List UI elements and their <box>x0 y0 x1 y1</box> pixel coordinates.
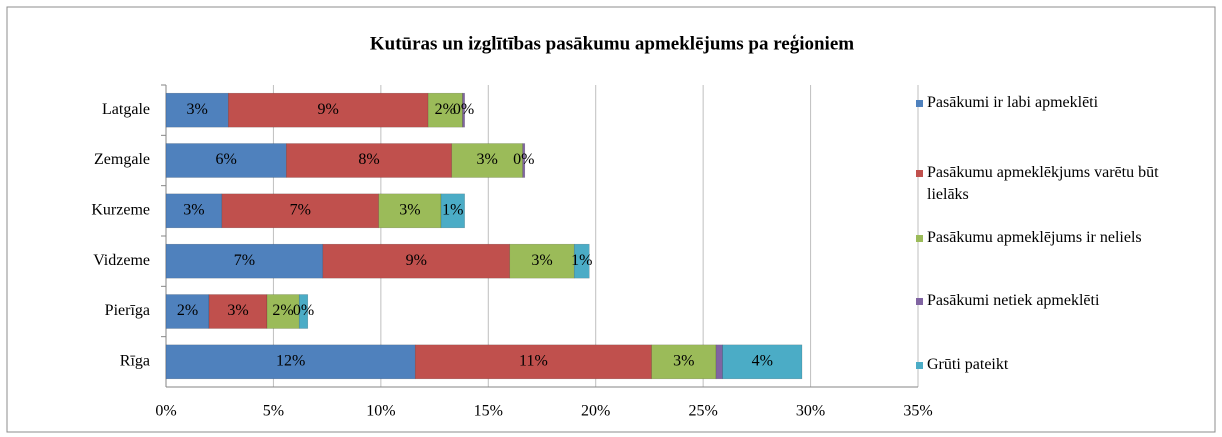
x-tick-label: 20% <box>581 403 610 420</box>
bar-segment <box>165 344 416 380</box>
data-label: 3% <box>399 202 420 219</box>
data-label: 3% <box>183 202 204 219</box>
x-tick-label: 0% <box>155 403 176 420</box>
bar-segment <box>298 294 309 329</box>
data-label: 3% <box>531 252 552 269</box>
data-label: 1% <box>442 202 463 219</box>
y-tick-label: Rīga <box>120 353 150 370</box>
bar-segment <box>509 243 575 279</box>
data-label: 3% <box>673 353 694 370</box>
data-label: 9% <box>318 101 339 118</box>
x-tick-label: 15% <box>474 403 503 420</box>
data-label: 3% <box>477 151 498 168</box>
data-label: 2% <box>272 302 293 319</box>
legend-item: Pasākumu apmeklējums ir neliels <box>916 227 1206 249</box>
bar-segment <box>208 294 268 329</box>
bar-segment <box>573 243 590 279</box>
data-label: 7% <box>290 202 311 219</box>
x-tick-label: 30% <box>796 403 825 420</box>
data-label: 3% <box>227 302 248 319</box>
data-label: 1% <box>571 252 592 269</box>
data-label: 6% <box>215 151 236 168</box>
y-tick-label: Latgale <box>102 101 150 118</box>
bar-segment <box>165 92 229 128</box>
bar-segment <box>165 294 210 329</box>
bar-segment <box>651 344 717 380</box>
x-tick-label: 25% <box>688 403 717 420</box>
legend-label: Pasākumu apmeklējums ir neliels <box>927 229 1142 246</box>
legend-swatch <box>916 235 923 242</box>
bar-segment <box>165 193 223 229</box>
legend-swatch <box>916 298 923 305</box>
data-label: 0% <box>453 101 474 118</box>
legend-swatch <box>916 362 923 369</box>
data-label: 11% <box>519 353 548 370</box>
data-label: 0% <box>293 302 314 319</box>
x-tick-label: 10% <box>366 403 395 420</box>
y-tick-label: Zemgale <box>94 151 150 168</box>
bar-segment <box>378 193 442 229</box>
bar-segment <box>221 193 379 229</box>
data-label: 0% <box>513 151 534 168</box>
data-label: 4% <box>752 353 773 370</box>
data-label: 9% <box>406 252 427 269</box>
legend-label: Pasākumi netiek apmeklēti <box>927 292 1100 309</box>
legend-label: Pasākumu apmeklēkjums varētu būt lielāks <box>927 164 1159 203</box>
legend-item: Pasākumi netiek apmeklēti <box>916 290 1206 312</box>
data-label: 12% <box>276 353 305 370</box>
legend-item: Pasākumu apmeklēkjums varētu būt lielāks <box>916 162 1206 206</box>
y-tick-label: Pierīga <box>105 302 150 319</box>
bar-segment <box>462 92 465 128</box>
bar-segment <box>722 344 803 380</box>
legend-swatch <box>916 100 923 107</box>
bar-segment <box>427 92 463 128</box>
legend-item: Grūti pateikt <box>916 354 1206 376</box>
legend-item: Pasākumi ir labi apmeklēti <box>916 92 1206 114</box>
legend-swatch <box>916 170 923 177</box>
bar-segment <box>165 143 287 178</box>
data-label: 2% <box>177 302 198 319</box>
bar-segment <box>228 92 429 128</box>
bar-segment <box>522 143 526 178</box>
data-label: 3% <box>186 101 207 118</box>
chart-border <box>6 6 1216 433</box>
y-tick-label: Kurzeme <box>91 202 150 219</box>
x-tick-label: 5% <box>263 403 284 420</box>
bar-segment <box>414 344 652 380</box>
data-label: 2% <box>435 101 456 118</box>
data-label: 7% <box>234 252 255 269</box>
bar-segment <box>286 143 453 178</box>
legend-label: Pasākumi ir labi apmeklēti <box>927 94 1099 111</box>
y-tick-label: Vidzeme <box>93 252 150 269</box>
chart-title: Kutūras un izglītības pasākumu apmeklēju… <box>370 33 854 54</box>
bar-segment <box>165 243 324 279</box>
bar-segment <box>451 143 523 178</box>
legend-label: Grūti pateikt <box>927 356 1009 373</box>
x-tick-label: 35% <box>903 403 932 420</box>
data-label: 8% <box>358 151 379 168</box>
bar-segment <box>266 294 300 329</box>
bar-segment <box>440 193 465 229</box>
bar-segment <box>715 344 723 380</box>
